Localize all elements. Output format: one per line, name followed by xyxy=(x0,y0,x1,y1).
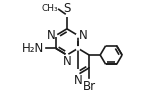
Circle shape xyxy=(76,47,80,50)
Text: N: N xyxy=(78,29,87,42)
Text: N: N xyxy=(74,74,82,87)
Circle shape xyxy=(76,34,80,37)
Text: N: N xyxy=(47,29,55,42)
Text: CH₃: CH₃ xyxy=(41,4,58,13)
Text: Br: Br xyxy=(82,80,96,93)
Text: S: S xyxy=(63,2,71,15)
Text: H₂N: H₂N xyxy=(22,42,44,55)
Text: N: N xyxy=(62,55,71,68)
